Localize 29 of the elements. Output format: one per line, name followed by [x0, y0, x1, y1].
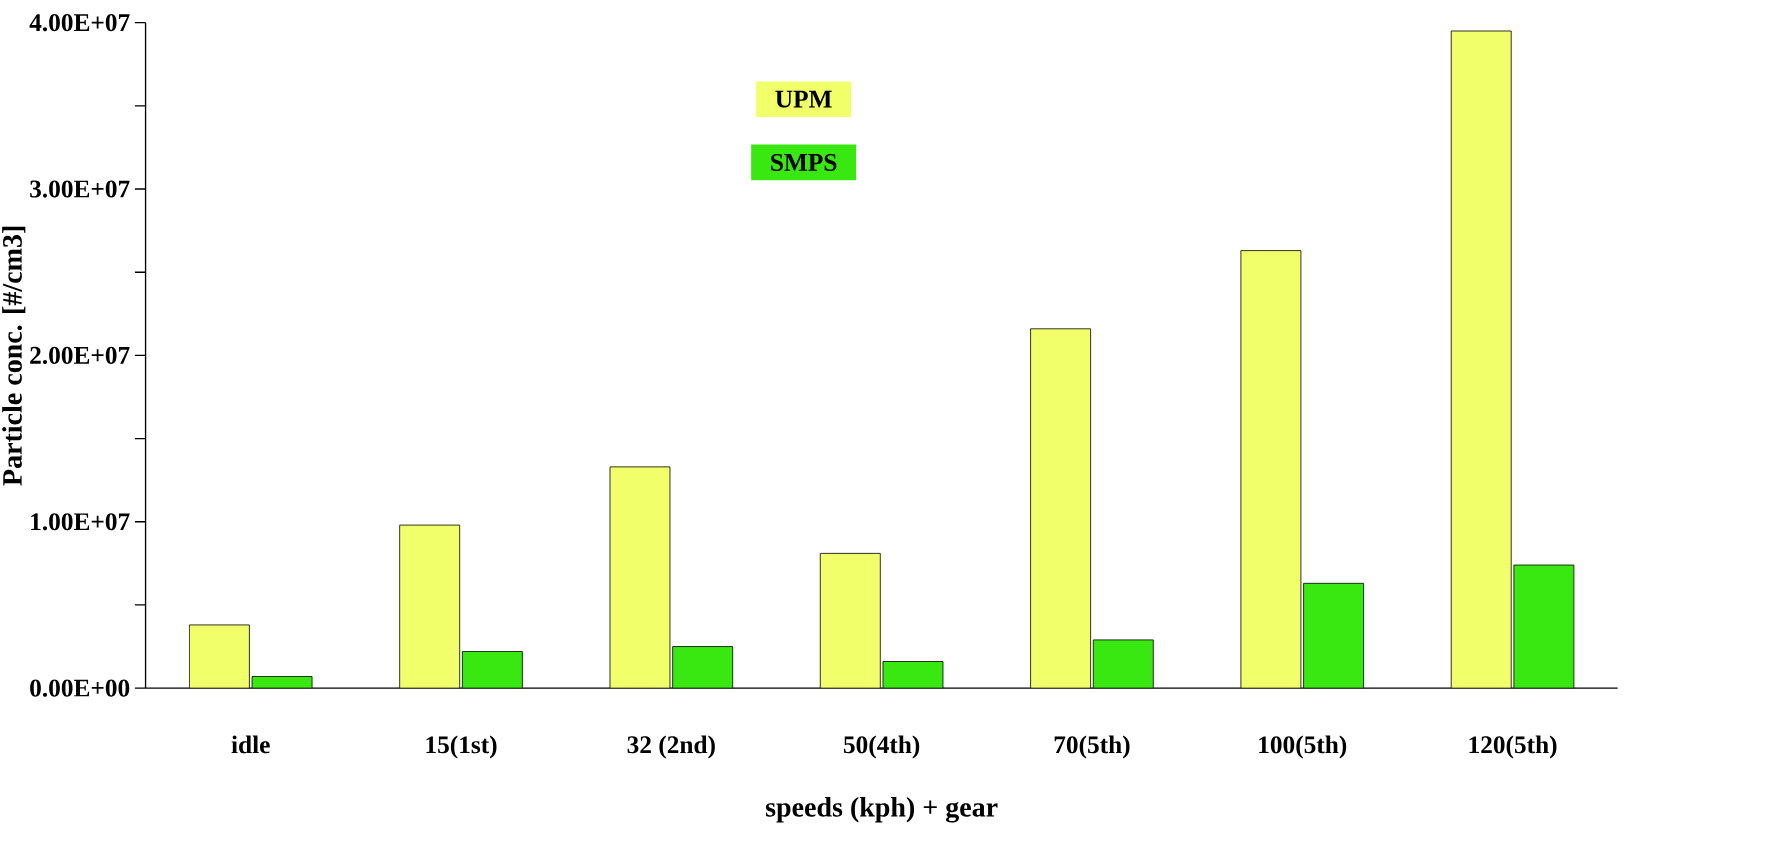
text: UPM — [775, 90, 832, 108]
x-tick-label: 100(5th) — [1259, 735, 1347, 759]
x-tick-label: 32 (2nd) — [627, 735, 715, 759]
bar — [1513, 564, 1575, 689]
bar — [609, 466, 671, 689]
x-tick-label: idle — [231, 735, 270, 754]
bar — [188, 624, 250, 689]
bar — [819, 552, 881, 689]
bar — [1240, 250, 1302, 689]
y-tick-label: 3.00E+07 — [30, 180, 130, 198]
y-tick-label: 0.00E+00 — [30, 679, 130, 697]
y-tick-label: 4.00E+07 — [29, 14, 130, 32]
x-tick-label: 50(4th) — [843, 735, 920, 759]
bar — [1030, 328, 1092, 689]
x-tick-label: 15(1st) — [426, 735, 497, 759]
bar — [1303, 582, 1364, 689]
x-tick-label: 70(5th) — [1054, 735, 1130, 759]
bar — [399, 524, 461, 689]
bar — [882, 661, 944, 689]
y-tick-label: 1.00E+07 — [31, 513, 130, 531]
text: SMPS — [771, 153, 837, 171]
bar — [672, 646, 734, 689]
x-axis-title: speeds (kph) + gear — [765, 796, 998, 823]
bar — [461, 651, 523, 689]
bar — [1450, 30, 1512, 689]
y-tick-label: 2.00E+07 — [30, 346, 130, 364]
x-tick-label: 120(5th) — [1469, 735, 1557, 759]
bar — [1092, 639, 1154, 689]
y-axis-title: Particle conc. [#/cm3] — [2, 226, 26, 486]
